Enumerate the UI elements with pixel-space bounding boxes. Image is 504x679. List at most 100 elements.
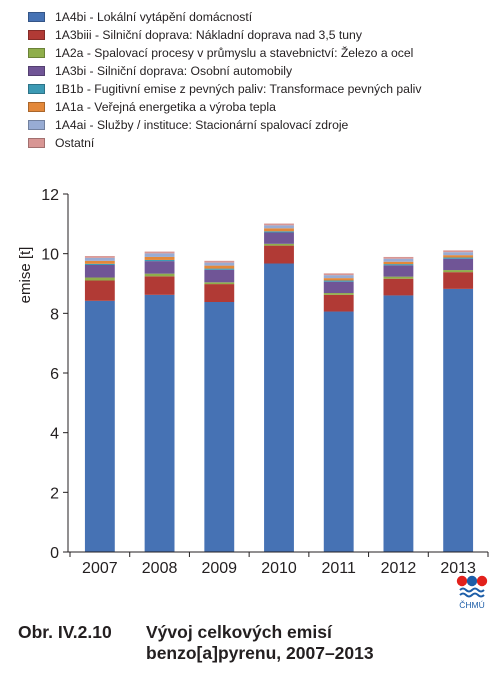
legend-label: 1A3bi - Silniční doprava: Osobní automob… [55, 64, 293, 78]
bar-segment [323, 311, 354, 552]
legend-item: 1A2a - Spalovací procesy v průmyslu a st… [28, 44, 421, 62]
bar-segment [264, 263, 294, 552]
y-tick-label: 10 [41, 247, 59, 264]
legend-item: 1A3biii - Silniční doprava: Nákladní dop… [28, 26, 421, 44]
bar-segment [84, 263, 115, 266]
bar-segment [204, 269, 235, 283]
bar-segment [144, 251, 175, 254]
bar-segment [323, 280, 354, 282]
bar-segment [144, 261, 175, 274]
x-tick-label: 2008 [142, 560, 178, 577]
chart-legend: 1A4bi - Lokální vytápění domácností 1A3bi… [28, 8, 421, 152]
legend-item: 1B1b - Fugitivní emise z pevných paliv: … [28, 80, 421, 98]
logo-dot-right [476, 575, 488, 587]
bar-segment [443, 257, 474, 259]
bar-segment [204, 265, 235, 269]
bar-segment [144, 294, 175, 552]
logo-dot-left [456, 575, 468, 587]
legend-label: Ostatní [55, 136, 95, 150]
bar-stacks [84, 223, 474, 552]
bar-segment [264, 225, 294, 229]
caption-title-line1: Vývoj celkových emisí [146, 622, 332, 642]
bar-segment [383, 256, 414, 259]
bar-segment [323, 273, 354, 276]
legend-swatch [28, 12, 45, 22]
bar-segment [383, 276, 414, 279]
x-tick-label: 2011 [322, 560, 357, 577]
bar-segment [443, 258, 474, 271]
bar-segment [383, 278, 414, 296]
legend-swatch [28, 84, 45, 94]
y-axis: 0 2 4 6 8 10 12 [41, 187, 69, 562]
bar-segment [144, 256, 175, 260]
bar-segment [443, 288, 474, 552]
bar-segment [383, 261, 414, 265]
legend-swatch [28, 30, 45, 40]
bar-segment [264, 231, 294, 233]
bar-segment [383, 295, 414, 552]
bar-segment [443, 252, 474, 256]
bar-segment [264, 223, 294, 226]
x-tick-label: 2013 [440, 560, 476, 577]
logo-wave-bottom [459, 592, 485, 598]
legend-item: Ostatní [28, 134, 421, 152]
legend-swatch [28, 48, 45, 58]
bar-segment [383, 264, 414, 266]
bar-segment [443, 250, 474, 253]
bar-segment [84, 256, 115, 258]
bar-segment [264, 243, 294, 246]
x-tick-label: 2010 [261, 560, 297, 577]
legend-label: 1A3biii - Silniční doprava: Nákladní dop… [55, 28, 362, 42]
bar-segment [84, 277, 115, 281]
bar-segment [323, 294, 354, 312]
figure-caption: Obr. IV.2.10 Vývoj celkových emisí benzo… [18, 622, 374, 664]
bar-segment [323, 293, 354, 295]
y-tick-label: 2 [50, 485, 59, 502]
bar-segment [204, 282, 235, 285]
x-tick-label: 2012 [381, 560, 417, 577]
legend-label: 1A4bi - Lokální vytápění domácností [55, 10, 253, 24]
bar-chart: 0 2 4 6 8 10 12 2007 2008 2009 2010 2011 2012 2013 e… [17, 187, 489, 577]
bar-segment [264, 228, 294, 232]
bar-segment [383, 265, 414, 277]
y-axis-title: emise [t] [17, 247, 34, 304]
logo-wave-top [459, 587, 485, 593]
bar-segment [144, 253, 175, 257]
bar-segment [323, 278, 354, 281]
y-tick-label: 6 [50, 366, 59, 383]
caption-label: Obr. IV.2.10 [18, 622, 112, 642]
legend-label: 1A1a - Veřejná energetika a výroba tepla [55, 100, 276, 114]
bar-segment [443, 270, 474, 273]
legend-swatch [28, 138, 45, 148]
logo-text: ČHMÚ [459, 600, 485, 610]
y-tick-label: 8 [50, 306, 59, 323]
bar-segment [204, 262, 235, 266]
bar-segment [84, 300, 115, 552]
bar-segment [323, 281, 354, 294]
legend-label: 1A4ai - Služby / instituce: Stacionární … [55, 118, 349, 132]
legend-item: 1A3bi - Silniční doprava: Osobní automob… [28, 62, 421, 80]
legend-item: 1A1a - Veřejná energetika a výroba tepla [28, 98, 421, 116]
logo-dot-center [466, 575, 478, 587]
caption-title-line2: benzo[a]pyrenu, 2007–2013 [146, 643, 374, 663]
bar-segment [144, 259, 175, 262]
legend-label: 1B1b - Fugitivní emise z pevných paliv: … [55, 82, 422, 96]
bar-segment [443, 272, 474, 289]
legend-swatch [28, 66, 45, 76]
x-tick-label: 2007 [82, 560, 118, 577]
bar-segment [323, 275, 354, 279]
bar-segment [204, 284, 235, 302]
x-tick-label: 2009 [201, 560, 237, 577]
y-tick-label: 0 [50, 545, 59, 562]
legend-item: 1A4bi - Lokální vytápění domácností [28, 8, 421, 26]
legend-label: 1A2a - Spalovací procesy v průmyslu a st… [55, 46, 414, 60]
bar-segment [204, 301, 235, 552]
bar-segment [84, 257, 115, 261]
bar-segment [204, 268, 235, 270]
legend-swatch [28, 102, 45, 112]
legend-item: 1A4ai - Služby / instituce: Stacionární … [28, 116, 421, 134]
bar-segment [383, 258, 414, 262]
bar-segment [144, 273, 175, 277]
bar-segment [84, 265, 115, 278]
bar-segment [264, 245, 294, 264]
